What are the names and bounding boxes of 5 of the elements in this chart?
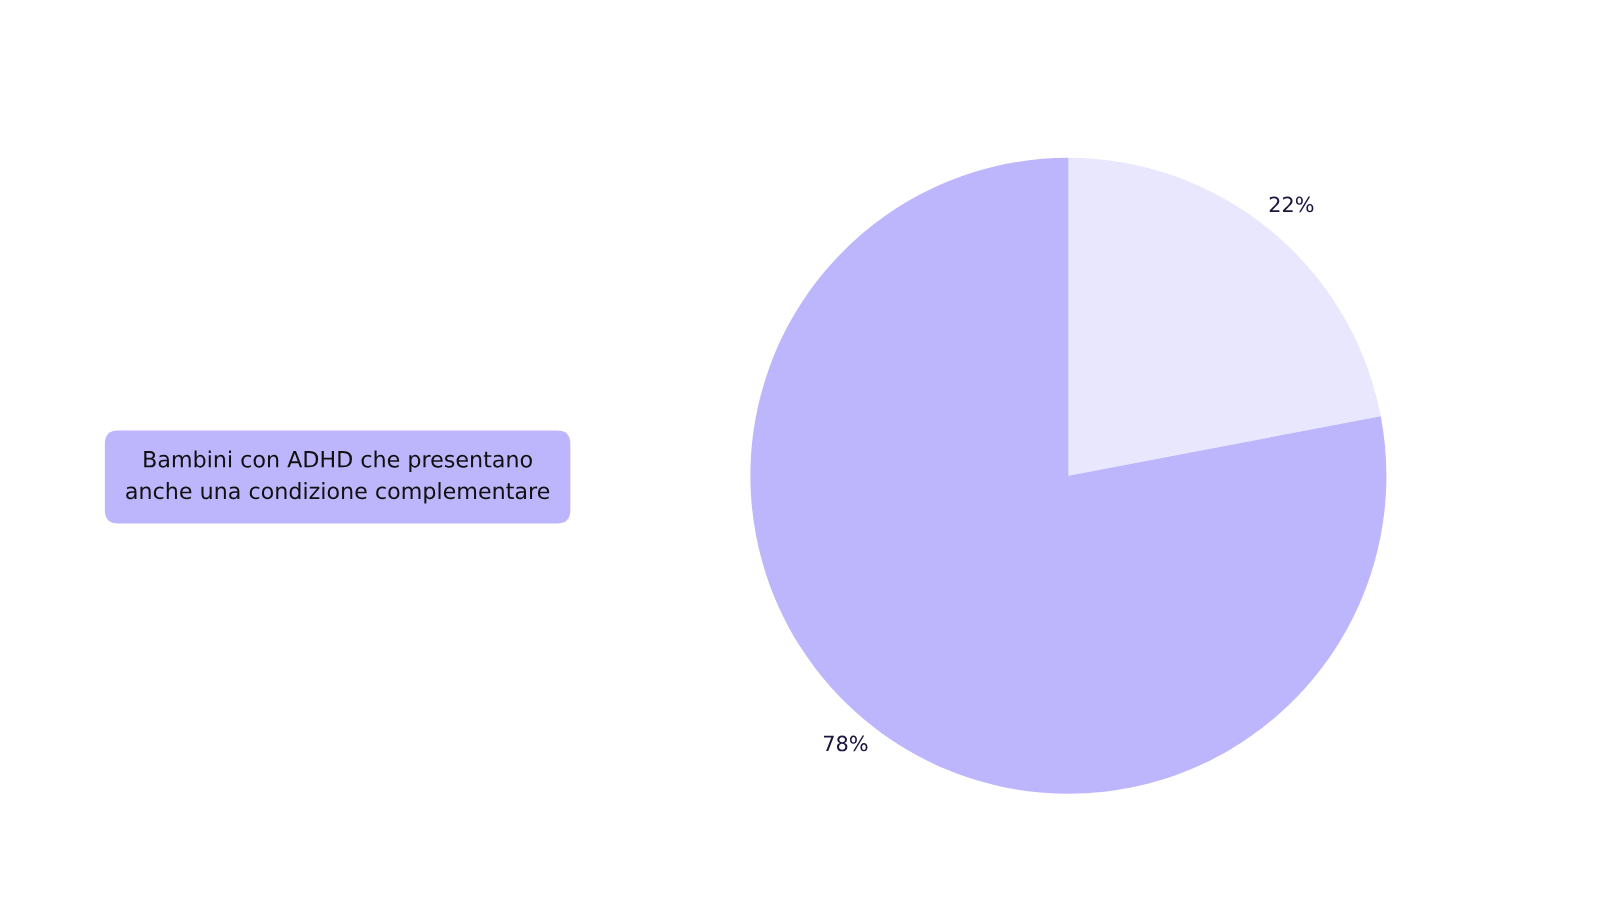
data-label: 22%	[1269, 196, 1314, 213]
slice-label: Bambini con ADHD che presentano anche una condizione complementare	[126, 450, 550, 504]
pie-slice	[1068, 157, 1381, 476]
data-label: 78%	[823, 735, 868, 752]
pie-slice	[750, 157, 1387, 794]
